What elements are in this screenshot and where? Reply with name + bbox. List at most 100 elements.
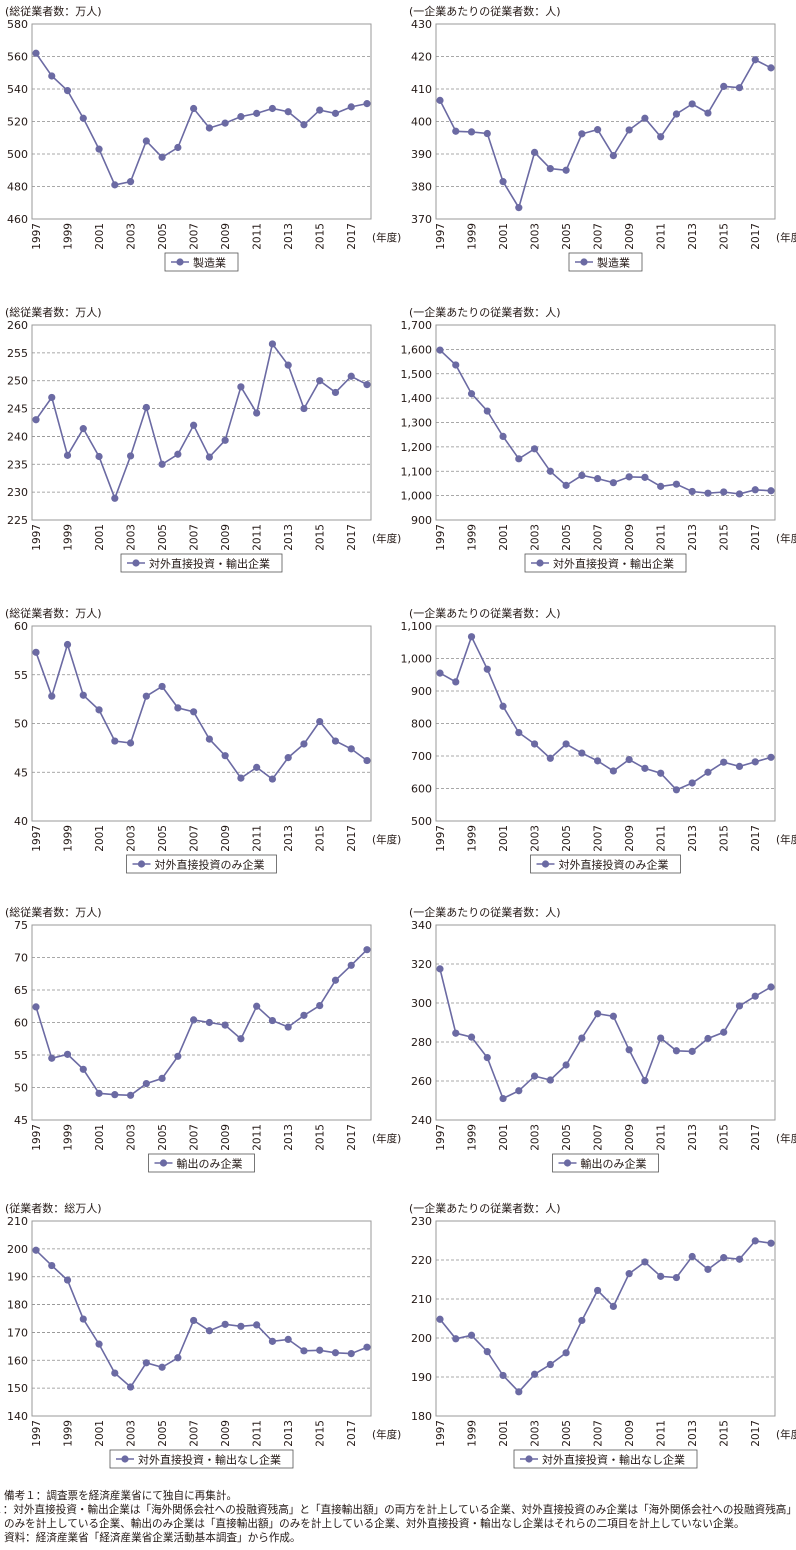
data-point: [363, 1343, 371, 1351]
legend-label: 対外直接投資のみ企業: [155, 858, 265, 872]
data-point: [641, 1258, 649, 1266]
y-tick-label: 60: [14, 620, 28, 633]
data-point: [625, 126, 633, 134]
data-point: [530, 148, 539, 156]
data-point: [205, 735, 213, 743]
data-point: [95, 706, 103, 714]
data-point: [720, 82, 728, 90]
x-tick-label: 2011: [252, 1420, 264, 1447]
data-point: [483, 1348, 491, 1356]
data-point: [331, 109, 340, 117]
y-tick-label: 180: [7, 1299, 28, 1312]
data-point: [221, 119, 229, 127]
x-tick-label: 2017: [346, 223, 358, 250]
legend-marker: [580, 258, 588, 266]
series-line: [439, 349, 772, 495]
data-point: [48, 393, 56, 402]
data-point: [331, 976, 340, 984]
data-point: [499, 702, 507, 710]
data-point: [268, 775, 277, 783]
data-point: [609, 479, 617, 487]
data-point: [672, 786, 681, 794]
series-line: [35, 52, 368, 186]
data-point: [641, 473, 649, 481]
x-tick-label: 2001: [498, 223, 510, 250]
data-point: [609, 1012, 617, 1020]
x-tick-label: 2011: [656, 524, 668, 551]
x-tick-label: 2001: [94, 825, 106, 852]
data-point: [467, 1331, 476, 1339]
y-tick-label: 460: [7, 213, 28, 226]
legend-box: [126, 854, 277, 874]
data-point: [363, 756, 371, 765]
data-point: [158, 1363, 166, 1371]
y-tick-label: 230: [411, 1215, 432, 1228]
data-point: [609, 767, 617, 775]
data-point: [284, 1023, 292, 1031]
data-point: [347, 745, 355, 753]
data-point: [657, 133, 665, 141]
data-point: [515, 1087, 523, 1095]
y-tick-label: 170: [7, 1326, 28, 1339]
y-tick-label: 390: [411, 148, 432, 161]
legend-label: 製造業: [193, 256, 226, 270]
data-point: [63, 1050, 72, 1058]
x-tick-label: 2017: [750, 1420, 762, 1447]
data-point: [300, 121, 308, 129]
y-tick-label: 1,300: [401, 417, 433, 430]
data-point: [331, 1349, 340, 1357]
x-axis-unit: (年度): [776, 1428, 796, 1441]
data-point: [578, 1316, 586, 1325]
data-point: [32, 49, 40, 57]
x-tick-label: 2005: [561, 1420, 573, 1447]
data-point: [436, 1315, 444, 1323]
series-line: [35, 641, 368, 781]
unit-label: (総従業者数：万人): [5, 606, 102, 620]
data-point: [347, 961, 355, 969]
x-tick-label: 2009: [220, 825, 232, 852]
chart-8: (一企業あたりの従業者数：人) 240 260 280 300 320 340 1997 199…: [409, 905, 796, 1173]
x-tick-label: 2017: [750, 524, 762, 551]
x-tick-label: 2009: [220, 1124, 232, 1151]
x-tick-label: 1997: [435, 1420, 447, 1447]
unit-label: (総従業者数：万人): [5, 905, 102, 919]
data-point: [205, 453, 213, 461]
x-tick-label: 2007: [189, 524, 201, 551]
data-point: [95, 1340, 103, 1348]
y-tick-label: 520: [7, 116, 28, 129]
x-tick-label: 1999: [467, 1420, 479, 1447]
x-tick-label: 2013: [283, 223, 295, 250]
data-point: [562, 1061, 570, 1069]
chart-7: (総従業者数：万人) 45 50 55 60 65 70 75 1997 1999 2001 2003…: [5, 905, 401, 1173]
x-tick-label: 2003: [126, 825, 138, 852]
x-tick-label: 1997: [435, 524, 447, 551]
x-tick-label: 2007: [593, 223, 605, 250]
data-point: [436, 669, 444, 677]
x-tick-label: 2003: [126, 524, 138, 551]
legend-box: [524, 553, 687, 573]
data-point: [530, 445, 539, 453]
x-tick-label: 2013: [283, 524, 295, 551]
y-tick-label: 540: [7, 83, 28, 96]
data-point: [331, 388, 340, 397]
unit-label: (総従業者数：万人): [5, 305, 102, 319]
data-point: [316, 717, 324, 726]
note-source: 資料：経済産業省「経済産業省企業活動基本調査」から作成。: [4, 1532, 301, 1544]
legend-marker: [563, 1159, 572, 1167]
x-tick-label: 2011: [656, 825, 668, 852]
x-tick-label: 2007: [593, 825, 605, 852]
data-point: [594, 757, 602, 765]
data-point: [578, 749, 586, 757]
x-tick-label: 2003: [126, 1124, 138, 1151]
y-tick-label: 75: [14, 919, 28, 932]
data-point: [720, 488, 728, 496]
x-tick-label: 2011: [656, 1420, 668, 1447]
x-tick-label: 2015: [719, 524, 731, 551]
data-point: [111, 494, 119, 502]
data-point: [483, 665, 491, 673]
legend-box: [120, 553, 283, 573]
data-point: [268, 340, 277, 348]
x-tick-label: 2001: [498, 1420, 510, 1447]
y-tick-label: 340: [411, 919, 432, 932]
data-point: [688, 1047, 696, 1055]
